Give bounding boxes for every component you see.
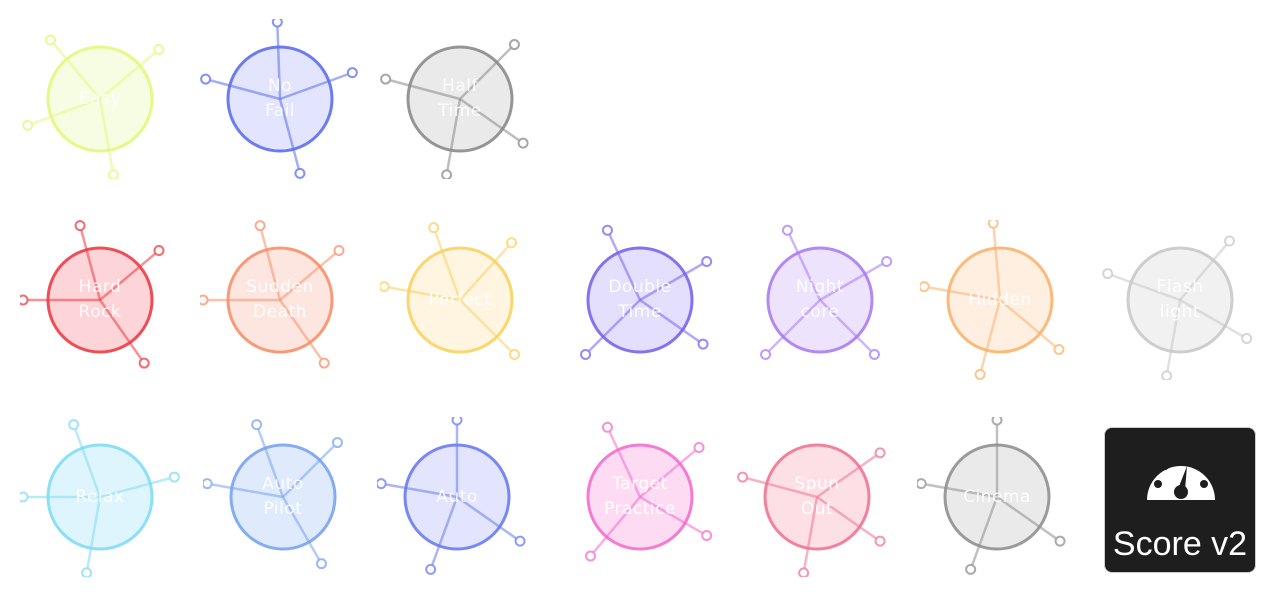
mod-label: Easy xyxy=(78,88,122,109)
mod-badge-icon xyxy=(200,19,358,179)
mod-badge-icon xyxy=(20,419,180,577)
mod-label: Spun Out xyxy=(794,474,840,519)
mod-badge-icon xyxy=(760,224,893,360)
mod-badge-icon xyxy=(203,419,343,570)
mod-label: Cinema xyxy=(963,486,1031,507)
mod-half-time[interactable]: Half Time xyxy=(380,19,540,179)
mod-auto[interactable]: Auto xyxy=(377,417,537,577)
mod-label: Half Time xyxy=(438,76,482,121)
mod-hidden[interactable]: Hidden xyxy=(920,220,1080,380)
mod-label: Auto Pilot xyxy=(262,474,304,519)
mod-sudden-death[interactable]: Sudden Death xyxy=(200,220,360,380)
mod-badge-icon xyxy=(20,220,165,369)
mod-badge-icon xyxy=(1102,235,1253,380)
mod-easy[interactable]: Easy xyxy=(20,19,180,179)
mod-badge-icon xyxy=(200,220,345,369)
mod-badge-icon xyxy=(920,220,1065,380)
mod-cinema[interactable]: Cinema xyxy=(917,417,1077,577)
mod-badge-icon xyxy=(380,39,529,179)
mod-badge-icon xyxy=(22,34,165,179)
mod-badge-icon xyxy=(585,421,713,562)
mod-target-practice[interactable]: Target Practice xyxy=(560,417,720,577)
mod-label: Double Time xyxy=(608,277,672,322)
mod-badge-icon xyxy=(380,222,520,360)
mod-label: Hard Rock xyxy=(78,277,122,322)
mod-label: Flash light xyxy=(1156,277,1204,322)
mod-relax[interactable]: Relax xyxy=(20,417,180,577)
mod-badge-icon xyxy=(377,417,526,575)
mod-spun-out[interactable]: Spun Out xyxy=(737,417,897,577)
mod-badge-icon xyxy=(917,417,1066,575)
score-v2-button[interactable]: Score v2 xyxy=(1104,427,1256,573)
mod-auto-pilot[interactable]: Auto Pilot xyxy=(203,417,363,577)
mod-badge-icon xyxy=(737,443,886,577)
mod-night-core[interactable]: Night core xyxy=(740,220,900,380)
mod-label: No Fail xyxy=(264,76,296,121)
mod-hard-rock[interactable]: Hard Rock xyxy=(20,220,180,380)
mod-label: Perfect xyxy=(428,289,492,310)
speedometer-icon xyxy=(1147,455,1215,500)
mod-label: Night core xyxy=(795,277,845,322)
mod-badge-icon xyxy=(580,224,713,360)
mod-label: Hidden xyxy=(968,289,1032,310)
mod-perfect[interactable]: Perfect xyxy=(380,220,540,380)
mod-label: Relax xyxy=(75,486,125,507)
score-v2-label: Score v2 xyxy=(1112,525,1248,563)
mod-label: Auto xyxy=(436,486,478,507)
mod-double-time[interactable]: Double Time xyxy=(560,220,720,380)
mod-flash-light[interactable]: Flash light xyxy=(1100,220,1260,380)
mod-label: Target Practice xyxy=(604,474,676,519)
mod-no-fail[interactable]: No Fail xyxy=(200,19,360,179)
mod-label: Sudden Death xyxy=(246,277,314,322)
